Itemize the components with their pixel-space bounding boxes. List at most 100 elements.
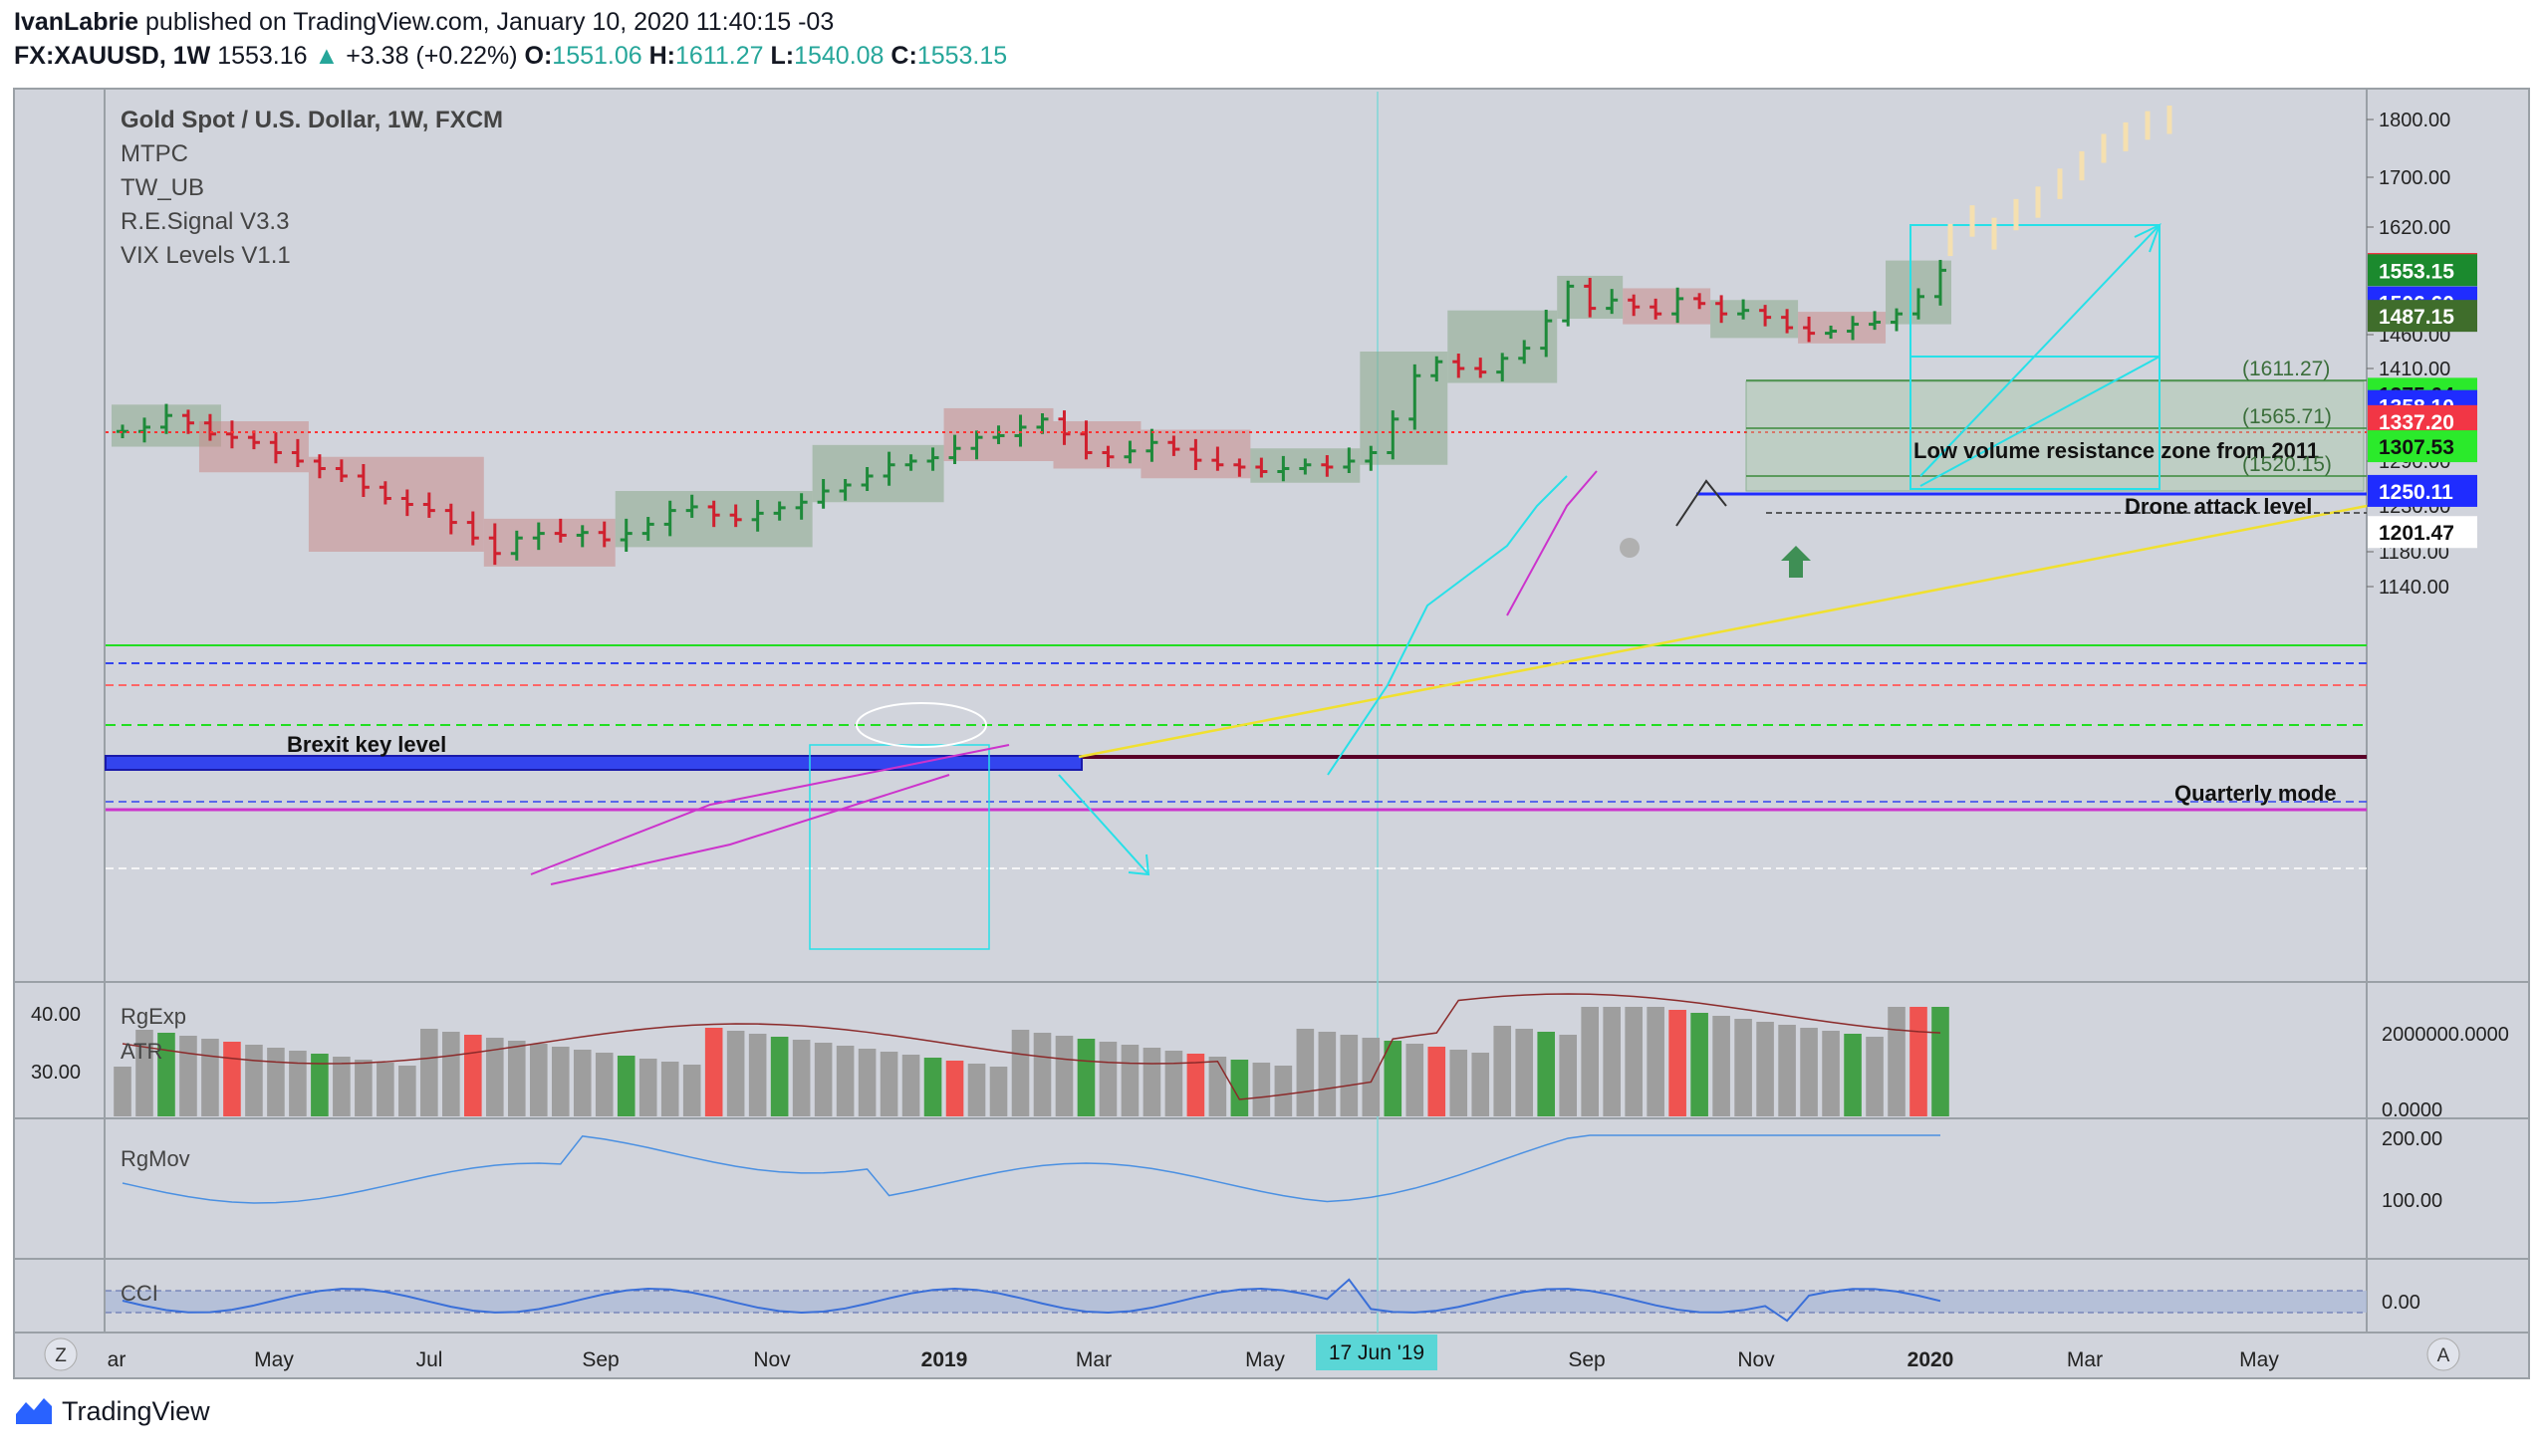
time-tick-2: Jul (416, 1348, 443, 1371)
volume-bar-57 (1362, 1038, 1381, 1116)
price-label-9: 1201.47 (2379, 522, 2454, 545)
volume-bar-0 (114, 1067, 131, 1116)
volume-bar-54 (1296, 1029, 1315, 1116)
volume-bar-40 (989, 1067, 1008, 1116)
time-axis[interactable]: arMayJulSepNov2019MarMayJulSepNov2020Mar… (108, 1348, 2280, 1371)
volume-bar-68 (1603, 1007, 1621, 1116)
volume-bar-48 (1164, 1051, 1183, 1116)
volume-bar-12 (377, 1063, 394, 1116)
low-label: L: (770, 42, 795, 70)
volume-bar-56 (1340, 1035, 1359, 1116)
volume-bar-65 (1537, 1032, 1556, 1116)
price-tick-2: 1700.00 (2379, 167, 2450, 189)
time-tick-1: May (254, 1348, 294, 1371)
time-tick-9: Sep (1568, 1348, 1605, 1371)
vol-tick-2m: 2000000.0000 (2382, 1024, 2509, 1046)
volume-bar-4 (201, 1039, 219, 1116)
volume-bar-45 (1099, 1042, 1118, 1116)
rgmov-tick-100: 100.00 (2382, 1190, 2442, 1212)
publisher-name[interactable]: IvanLabrie (14, 8, 139, 36)
price-bars (117, 259, 1946, 566)
brand-name[interactable]: TradingView (62, 1395, 210, 1426)
highlight-ellipse (856, 702, 987, 748)
volume-bar-82 (1909, 1007, 1927, 1116)
volume-bar-51 (1230, 1060, 1249, 1116)
price-label-3: 1487.15 (2379, 306, 2454, 329)
volume-bar-13 (398, 1066, 416, 1116)
volume-bar-25 (660, 1062, 679, 1116)
atr-label: ATR (121, 1039, 162, 1064)
brexit-zone (105, 755, 1083, 771)
price-label-8: 1250.11 (2379, 481, 2453, 504)
last-price: 1553.16 (217, 42, 308, 70)
volume-bar-1 (135, 1030, 153, 1116)
time-tick-7: May (1245, 1348, 1285, 1371)
ub-line-lower-2 (550, 774, 950, 885)
publish-date: published on TradingView.com, January 10… (138, 8, 835, 36)
low-volume-label: Low volume resistance zone from 2011 (1913, 438, 2319, 463)
ub-line-lower (530, 744, 1010, 875)
publish-info: IvanLabrie published on TradingView.com,… (14, 8, 834, 37)
close-label: C: (890, 42, 917, 70)
volume-bar-10 (333, 1057, 351, 1116)
volume-bar-62 (1471, 1053, 1490, 1116)
time-tick-12: Mar (2067, 1348, 2103, 1371)
volume-bar-77 (1800, 1028, 1818, 1116)
legend: Gold Spot / U.S. Dollar, 1W, FXCM MTPC T… (121, 107, 503, 269)
volume-bar-81 (1888, 1007, 1906, 1116)
volume-bar-70 (1647, 1007, 1664, 1116)
volume-bar-59 (1405, 1044, 1424, 1116)
volume-bar-42 (1033, 1033, 1052, 1116)
projection-arrow-head (2134, 223, 2161, 253)
price-label-box-8 (2368, 474, 2477, 507)
volume-bar-43 (1055, 1036, 1074, 1116)
fib-label-1611: (1611.27) (2242, 358, 2330, 380)
yellow-trendline (1078, 504, 2368, 759)
volume-bar-26 (682, 1065, 701, 1116)
volume-bar-64 (1515, 1029, 1534, 1116)
volume-bar-37 (923, 1058, 942, 1116)
volume-bar-74 (1734, 1019, 1752, 1116)
symbol-ohlc: FX:XAUUSD, 1W 1553.16 ▲ +3.38 (+0.22%) O… (14, 42, 1007, 71)
drone-label: Drone attack level (2125, 494, 2312, 519)
cci-tick-0: 0.00 (2382, 1292, 2420, 1314)
zoom-button[interactable] (44, 1337, 78, 1371)
volume-bar-60 (1427, 1047, 1446, 1116)
volume-bar-69 (1625, 1007, 1643, 1116)
volume-bar-30 (770, 1037, 789, 1116)
volume-bar-83 (1931, 1007, 1949, 1116)
volume-bar-17 (486, 1038, 504, 1116)
atr-tick-40: 40.00 (31, 1004, 81, 1026)
zone-10 (1360, 352, 1448, 465)
price-label-6: 1337.20 (2379, 411, 2454, 434)
brexit-label: Brexit key level (287, 732, 446, 757)
volume-bar-66 (1559, 1035, 1577, 1116)
rgmov-label: RgMov (121, 1146, 190, 1171)
volume-bar-24 (638, 1059, 657, 1116)
price-label-box-7 (2368, 430, 2477, 463)
price-tick-1: 1800.00 (2379, 110, 2450, 131)
volume-bar-44 (1077, 1039, 1096, 1116)
volume-bar-19 (529, 1044, 548, 1116)
fib-label-1565: (1565.71) (2242, 405, 2332, 428)
auto-scale-button-label: A (2437, 1345, 2450, 1366)
open-value: 1551.06 (552, 42, 642, 70)
volume-bar-6 (245, 1045, 263, 1116)
zoom-button-label: Z (55, 1345, 67, 1366)
volume-bar-20 (551, 1047, 570, 1116)
volume-bar-28 (726, 1031, 745, 1116)
price-chart[interactable]: Gold Spot / U.S. Dollar, 1W, FXCM MTPC T… (13, 88, 2530, 1379)
auto-scale-button[interactable] (2426, 1337, 2460, 1371)
cci-band (106, 1291, 2367, 1313)
zone-5 (812, 444, 944, 503)
price-label-7: 1307.53 (2379, 436, 2454, 459)
rgmov-axis: 200.00 100.00 (2382, 1128, 2442, 1212)
volume-bar-47 (1143, 1048, 1161, 1116)
low-value: 1540.08 (794, 42, 885, 70)
bearish-arrow-head (1128, 853, 1150, 876)
price-tick-3: 1620.00 (2379, 217, 2450, 239)
cci-line (122, 1278, 1941, 1323)
volume-bar-11 (355, 1060, 373, 1116)
tradingview-logo-icon (16, 1398, 52, 1424)
volume-bar-36 (901, 1055, 920, 1116)
